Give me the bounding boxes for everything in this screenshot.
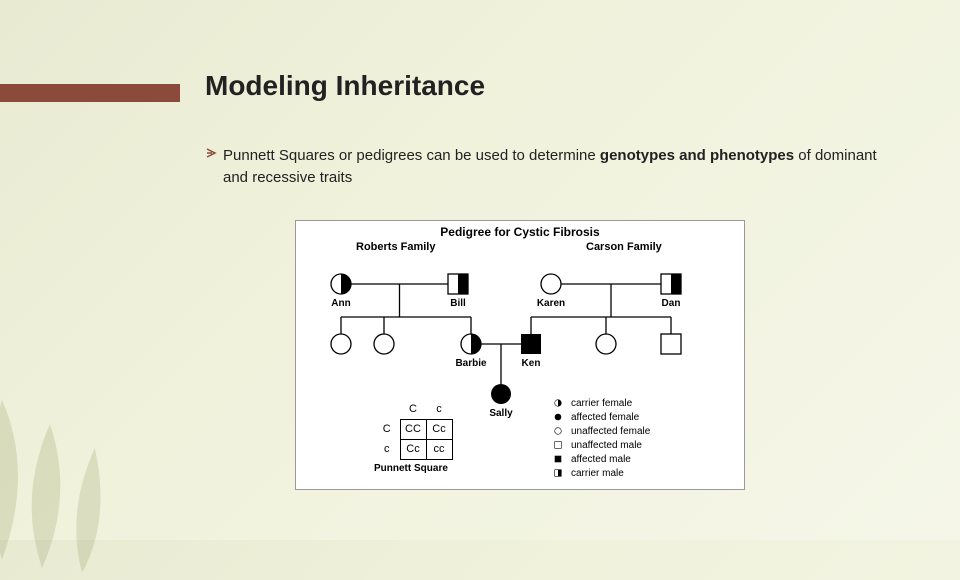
legend-label: affected female [571, 412, 639, 423]
bullet-point: Punnett Squares or pedigrees can be used… [223, 145, 883, 189]
diagram-title: Pedigree for Cystic Fibrosis [296, 221, 744, 239]
svg-text:Dan: Dan [662, 298, 681, 309]
legend-symbol-icon [551, 439, 565, 451]
legend-row: affected female [551, 410, 650, 424]
svg-text:Barbie: Barbie [455, 358, 487, 369]
legend-symbol-icon [551, 425, 565, 437]
slide-title: Modeling Inheritance [205, 70, 485, 102]
legend-row: unaffected male [551, 438, 650, 452]
legend-symbol-icon [551, 397, 565, 409]
legend-label: unaffected female [571, 426, 650, 437]
legend-label: unaffected male [571, 440, 642, 451]
pedigree-svg: Ann Bill Karen Dan Barbie Ken Sally [296, 239, 746, 489]
legend-symbol-icon [551, 453, 565, 465]
legend-label: carrier female [571, 398, 632, 409]
legend-row: affected male [551, 452, 650, 466]
legend-row: unaffected female [551, 424, 650, 438]
bullet-text-bold: genotypes and phenotypes [600, 147, 794, 164]
svg-text:Ann: Ann [331, 298, 350, 309]
svg-text:Karen: Karen [537, 298, 565, 309]
bullet-arrow-icon [205, 147, 217, 159]
accent-bar [0, 84, 180, 102]
svg-text:Ken: Ken [522, 358, 541, 369]
legend-symbol-icon [551, 411, 565, 423]
punnett-square: CcCCCCccCccc Punnett Square [374, 399, 453, 474]
leaf-decoration [0, 380, 130, 580]
legend: carrier female affected female unaffected … [551, 396, 650, 480]
legend-label: affected male [571, 454, 631, 465]
pedigree-diagram: Pedigree for Cystic Fibrosis Roberts Fam… [295, 220, 745, 490]
svg-text:Sally: Sally [489, 408, 513, 419]
legend-row: carrier female [551, 396, 650, 410]
svg-text:Bill: Bill [450, 298, 466, 309]
legend-symbol-icon [551, 467, 565, 479]
legend-label: carrier male [571, 468, 624, 479]
punnett-label: Punnett Square [374, 463, 453, 474]
legend-row: carrier male [551, 466, 650, 480]
bullet-text-part-1: Punnett Squares or pedigrees can be used… [223, 147, 600, 164]
punnett-table: CcCCCCccCccc [374, 399, 453, 460]
